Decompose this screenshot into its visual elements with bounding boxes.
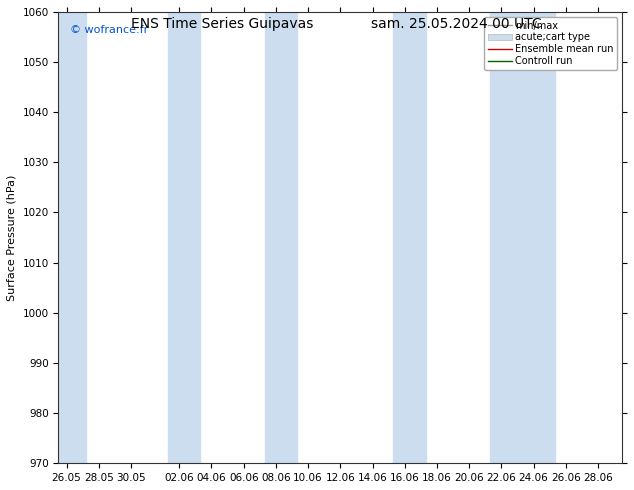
- Legend: min/max, acute;cart type, Ensemble mean run, Controll run: min/max, acute;cart type, Ensemble mean …: [484, 17, 618, 70]
- Bar: [264, 12, 297, 464]
- Text: sam. 25.05.2024 00 UTC: sam. 25.05.2024 00 UTC: [371, 17, 542, 31]
- Bar: [490, 12, 555, 464]
- Text: ENS Time Series Guipavas: ENS Time Series Guipavas: [131, 17, 313, 31]
- Text: © wofrance.fr: © wofrance.fr: [70, 25, 148, 35]
- Bar: [394, 12, 425, 464]
- Bar: [168, 12, 200, 464]
- Y-axis label: Surface Pressure (hPa): Surface Pressure (hPa): [7, 174, 17, 301]
- Bar: [58, 12, 86, 464]
